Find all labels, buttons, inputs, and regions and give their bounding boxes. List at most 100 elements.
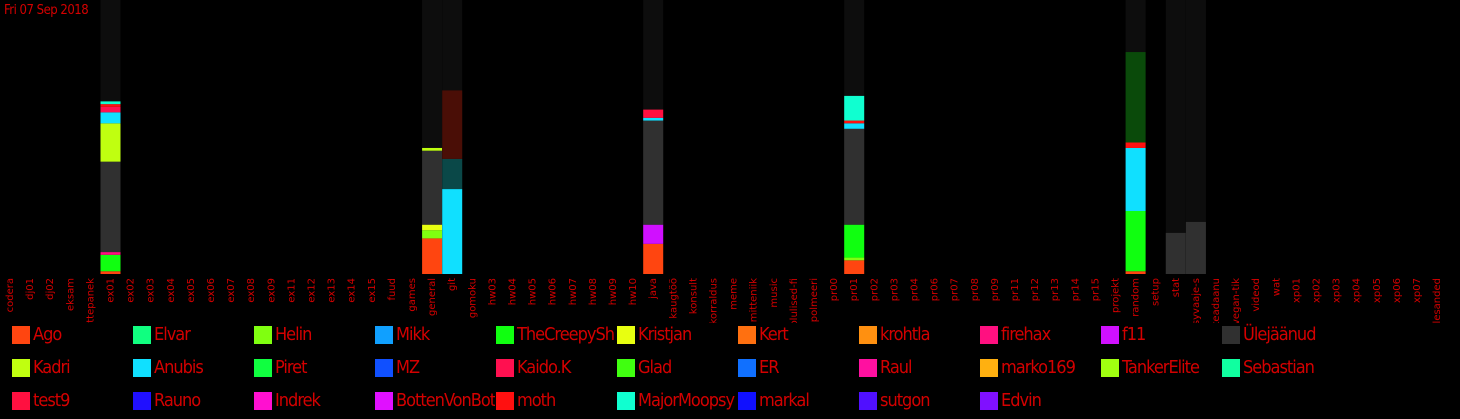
bar-segment: [100, 254, 121, 272]
legend-item: Anubis: [133, 356, 253, 380]
bar-segment: [1185, 221, 1206, 274]
bar-segment: [844, 120, 865, 124]
x-tick-label: ex09: [266, 278, 277, 303]
legend-swatch: [980, 392, 998, 410]
chart-date: Fri 07 Sep 2018: [4, 3, 89, 18]
legend-item: Kert: [738, 323, 858, 347]
x-tick-label: dj02: [45, 278, 56, 300]
x-tick-label: xp04: [1352, 278, 1363, 303]
x-tick-label: xp02: [1312, 278, 1323, 303]
legend-label: Ülejäänud: [1243, 324, 1316, 345]
bar-segment: [643, 109, 664, 118]
x-tick-label: ex12: [307, 278, 318, 303]
x-tick-label: ex02: [126, 278, 137, 303]
x-tick-label: pr02: [869, 278, 880, 301]
x-tick-label: ex08: [246, 278, 257, 303]
legend-item: Kaido.K: [496, 356, 616, 380]
legend-swatch: [738, 326, 756, 344]
legend-label: Elvar: [154, 324, 191, 345]
bar-segment: [100, 161, 121, 253]
legend-label: Indrek: [275, 390, 321, 411]
legend-swatch: [859, 359, 877, 377]
x-tick-label: syvaaje-s: [1191, 278, 1202, 323]
legend-swatch: [12, 392, 30, 410]
x-tick-label: ex07: [226, 278, 237, 303]
legend-label: Sebastian: [1243, 357, 1315, 378]
bar-segment: [100, 104, 121, 107]
x-tick-label: java: [648, 278, 659, 300]
legend-swatch: [496, 326, 514, 344]
x-tick-label: ex13: [327, 278, 338, 303]
legend-label: MajorMoopsy: [638, 390, 735, 411]
x-tick-label: xp03: [1332, 278, 1343, 303]
x-tick-label: meme: [729, 278, 740, 310]
x-tick-label: pr00: [829, 278, 840, 301]
legend-label: Glad: [638, 357, 672, 378]
legend-swatch: [1101, 326, 1119, 344]
x-tick-label: projekt: [1111, 278, 1122, 313]
legend-item: Sebastian: [1222, 356, 1342, 380]
stacked-bar-chart: codera dj01 dj02 eksam ettepanek ex01 ex02 ex03…: [5, 0, 1443, 323]
legend-label: test9: [33, 390, 70, 411]
bar-segment: [442, 189, 463, 274]
x-tick-label: dj01: [25, 278, 36, 300]
legend-label: TheCreepySh: [517, 324, 615, 345]
legend-item: marko169: [980, 356, 1100, 380]
x-tick-label: xp05: [1372, 278, 1383, 303]
legend-label: TankerElite: [1122, 357, 1200, 378]
legend-item: Ülejäänud: [1222, 323, 1342, 347]
x-tick-label: codera: [5, 278, 16, 312]
legend-swatch: [859, 392, 877, 410]
x-tick-label: ex11: [286, 278, 297, 303]
legend-item: moth: [496, 389, 616, 413]
legend-swatch: [617, 359, 635, 377]
legend-swatch: [738, 359, 756, 377]
x-tick-label: hw07: [568, 278, 579, 305]
legend-swatch: [375, 359, 393, 377]
x-tick-label: konsult: [688, 278, 699, 314]
legend-label: Helin: [275, 324, 312, 345]
x-tick-label: vegan-tik: [1231, 278, 1242, 323]
legend-item: MZ: [375, 356, 495, 380]
x-tick-label: teadaanu: [1211, 278, 1222, 323]
x-tick-label: pr07: [950, 278, 961, 301]
x-tick-label: random: [1131, 278, 1142, 317]
legend-label: Kristjan: [638, 324, 692, 345]
x-tick-labels: codera dj01 dj02 eksam ettepanek ex01 ex02 ex03…: [5, 278, 1443, 323]
legend-swatch: [12, 359, 30, 377]
bar-segment: [422, 238, 443, 274]
bar-segment: [844, 128, 865, 225]
legend-swatch: [496, 359, 514, 377]
x-tick-label: ettepanek: [85, 278, 96, 323]
legend-item: TheCreepySh: [496, 323, 616, 347]
legend-swatch: [133, 359, 151, 377]
legend-label: Kadri: [33, 357, 71, 378]
x-tick-label: hw08: [588, 278, 599, 305]
x-tick-label: hw03: [487, 278, 498, 305]
x-tick-label: pr14: [1070, 278, 1081, 301]
bar-segment: [844, 95, 865, 121]
legend-item: Kristjan: [617, 323, 737, 347]
bar-segment: [1165, 232, 1186, 274]
x-tick-label: ex15: [367, 278, 378, 303]
legend-item: Elvar: [133, 323, 253, 347]
x-tick-label: pr01: [849, 278, 860, 301]
legend-label: Rauno: [154, 390, 201, 411]
legend-label: marko169: [1001, 357, 1076, 378]
bar-segment: [1125, 271, 1146, 274]
bar-segment: [422, 150, 443, 225]
bar-segment: [1125, 142, 1146, 148]
legend-item: Edvin: [980, 389, 1100, 413]
legend-label: Anubis: [154, 357, 204, 378]
legend-item: f11: [1101, 323, 1221, 347]
x-tick-label: polmeeri: [809, 278, 820, 322]
legend-swatch: [980, 326, 998, 344]
legend-label: Ago: [33, 324, 62, 345]
x-tick-label: general: [427, 278, 438, 316]
x-tick-label: hw04: [508, 278, 519, 305]
legend-item: krohtla: [859, 323, 979, 347]
x-tick-label: hw10: [628, 278, 639, 305]
x-tick-label: ex06: [206, 278, 217, 303]
legend-item: Rauno: [133, 389, 253, 413]
x-tick-label: olulised-fi: [789, 278, 800, 323]
